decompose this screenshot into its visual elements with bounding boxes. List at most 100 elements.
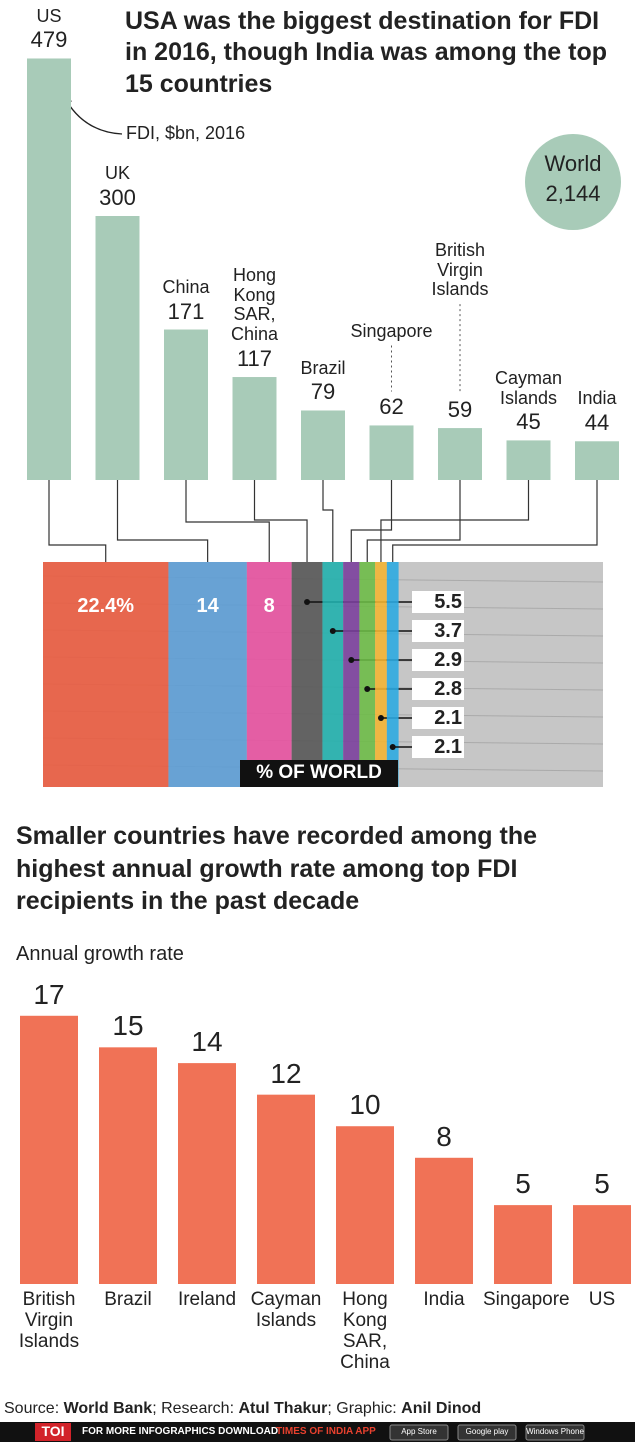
value-label: 45 bbox=[516, 409, 541, 435]
connector bbox=[116, 480, 209, 562]
bar bbox=[27, 58, 71, 480]
value-label: 5 bbox=[594, 1168, 610, 1200]
bar bbox=[494, 1205, 552, 1284]
value-label: 300 bbox=[99, 185, 136, 210]
value-label: 44 bbox=[584, 410, 610, 436]
share-label-bg bbox=[412, 736, 464, 758]
share-dot bbox=[389, 744, 396, 750]
category-label: US bbox=[36, 5, 62, 26]
category-label: Cayman Islands bbox=[494, 367, 563, 408]
world-name: World bbox=[544, 151, 602, 176]
promo-app: TIMES OF INDIA APP bbox=[276, 1426, 376, 1437]
bar bbox=[20, 1015, 78, 1284]
share-stripe bbox=[359, 562, 376, 787]
world-value: 2,144 bbox=[545, 181, 601, 206]
value-label: 79 bbox=[310, 379, 336, 405]
share-label-bg bbox=[412, 649, 464, 671]
share-stripe bbox=[246, 562, 292, 787]
connector bbox=[185, 480, 270, 562]
value-label: 17 bbox=[33, 978, 65, 1010]
bar bbox=[575, 441, 619, 480]
bar bbox=[336, 1126, 394, 1284]
chart-title: Smaller countries have recorded among th… bbox=[16, 822, 537, 915]
category-label: British Virgin Islands bbox=[18, 1289, 80, 1352]
value-label: 10 bbox=[349, 1089, 381, 1121]
bar bbox=[301, 410, 345, 480]
category-label: Ireland bbox=[177, 1289, 237, 1310]
connector bbox=[322, 480, 334, 562]
connector bbox=[366, 480, 461, 562]
bar bbox=[369, 425, 414, 480]
share-caption-bg bbox=[240, 760, 398, 787]
store-badge bbox=[389, 1424, 449, 1441]
share-dot bbox=[364, 686, 371, 692]
category-label: India bbox=[577, 388, 617, 409]
share-stripe bbox=[168, 562, 247, 787]
share-stripe bbox=[375, 562, 387, 787]
bar bbox=[232, 377, 277, 480]
connector bbox=[48, 480, 107, 562]
y-axis-label: Annual growth rate bbox=[16, 943, 184, 965]
promo: FOR MORE INFOGRAPHICS DOWNLOAD bbox=[82, 1426, 279, 1437]
source-part: Anil Dinod bbox=[401, 1400, 482, 1417]
share-dot bbox=[329, 628, 336, 634]
bar bbox=[438, 428, 482, 480]
brand: TOI bbox=[41, 1423, 65, 1439]
annotation-arrow bbox=[65, 99, 123, 135]
store-badge-label: Google play bbox=[465, 1428, 509, 1436]
bar bbox=[506, 440, 551, 480]
share-label: 2.9 bbox=[434, 649, 462, 671]
connector bbox=[392, 480, 598, 562]
share-stripe bbox=[322, 562, 344, 787]
share-dot bbox=[304, 599, 311, 605]
share-label-bg bbox=[412, 707, 464, 729]
share-label: 2.1 bbox=[434, 736, 462, 758]
value-label: 14 bbox=[191, 1026, 223, 1058]
annotation: FDI, $bn, 2016 bbox=[126, 123, 246, 143]
chart-title: USA was the biggest destination for FDI … bbox=[125, 7, 607, 98]
share-label: 2.8 bbox=[434, 678, 462, 700]
value-label: 62 bbox=[379, 394, 404, 420]
category-label: Singapore bbox=[350, 320, 433, 341]
bar bbox=[178, 1063, 236, 1284]
share-dot bbox=[348, 657, 355, 663]
store-badge-label: Windows Phone bbox=[526, 1428, 584, 1436]
source-part: Atul Thakur bbox=[238, 1400, 328, 1417]
category-label: British Virgin Islands bbox=[431, 239, 489, 300]
bar bbox=[95, 216, 140, 480]
source-part: Source: bbox=[4, 1400, 64, 1417]
connector bbox=[253, 480, 308, 562]
source-line: Source: World Bank; Research: Atul Thaku… bbox=[4, 1400, 481, 1418]
value-label: 5 bbox=[515, 1168, 531, 1200]
category-label: US bbox=[588, 1289, 616, 1310]
value-label: 15 bbox=[112, 1010, 144, 1042]
source-part: ; Research: bbox=[152, 1400, 239, 1417]
store-badge-label: App Store bbox=[401, 1428, 437, 1436]
value-label: 479 bbox=[30, 27, 68, 53]
share-dot bbox=[377, 715, 384, 721]
share-stripe bbox=[343, 562, 360, 787]
share-label: 3.7 bbox=[434, 620, 462, 642]
source-part: ; Graphic: bbox=[327, 1400, 402, 1417]
value-label: 12 bbox=[270, 1057, 302, 1089]
value-label: 117 bbox=[236, 346, 273, 372]
share-stripe bbox=[43, 562, 169, 787]
category-label: UK bbox=[104, 163, 130, 184]
value-label: 59 bbox=[447, 397, 473, 423]
share-label: 22.4% bbox=[77, 595, 135, 617]
category-label: China bbox=[162, 276, 210, 297]
category-label: Cayman Islands bbox=[250, 1289, 322, 1331]
connector bbox=[380, 480, 530, 562]
share-label: 5.5 bbox=[434, 591, 462, 613]
share-label-bg bbox=[412, 620, 464, 642]
bar bbox=[415, 1157, 473, 1284]
share-stripe bbox=[386, 562, 399, 787]
bar bbox=[573, 1205, 631, 1284]
share-label: 2.1 bbox=[434, 707, 462, 729]
store-badge bbox=[525, 1424, 585, 1441]
bar bbox=[164, 329, 208, 480]
category-label: Brazil bbox=[104, 1289, 152, 1310]
category-label: India bbox=[423, 1289, 465, 1310]
